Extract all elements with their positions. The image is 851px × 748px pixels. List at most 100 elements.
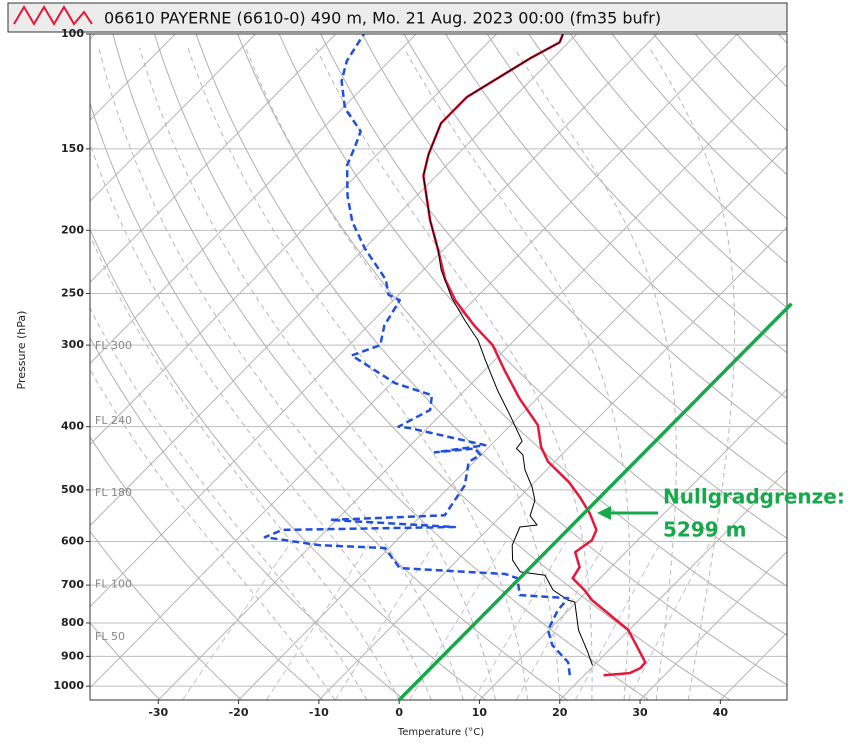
moist-adiabat xyxy=(98,47,464,700)
y-tick-label: 700 xyxy=(61,578,84,591)
chart-title: 06610 PAYERNE (6610-0) 490 m, Mo. 21 Aug… xyxy=(104,9,661,28)
annotation-text: 5299 m xyxy=(663,518,746,542)
profile-line xyxy=(422,34,593,666)
flight-level-label: FL 300 xyxy=(95,339,132,352)
dry-adiabat xyxy=(736,34,787,88)
dry-adiabat xyxy=(320,34,787,539)
y-tick-label: 900 xyxy=(61,649,84,662)
dry-adiabat xyxy=(528,34,787,309)
isotherm-grid-line xyxy=(398,307,787,700)
dry-adiabat xyxy=(653,34,787,176)
y-tick-label: 300 xyxy=(61,338,84,351)
moist-adiabat xyxy=(649,47,736,700)
background-lines xyxy=(0,34,851,700)
isotherm-grid-line xyxy=(90,34,256,202)
isotherm-grid-line xyxy=(90,34,417,365)
dry-adiabat xyxy=(820,34,851,700)
y-tick-label: 1000 xyxy=(53,679,84,692)
y-tick-label: 150 xyxy=(61,142,84,155)
flight-level-label: FL 180 xyxy=(95,486,132,499)
axes: 1001502002503004005006007008009001000-30… xyxy=(53,27,728,719)
profile-line xyxy=(422,34,647,677)
y-axis-label: Pressure (hPa) xyxy=(15,311,28,390)
mixing-ratio-line xyxy=(574,541,662,700)
isotherm-grid-line xyxy=(90,34,658,608)
isotherm-grid-line xyxy=(238,145,787,700)
moist-adiabat xyxy=(403,47,631,700)
moist-adiabat xyxy=(513,47,677,700)
dry-adiabat xyxy=(90,228,487,700)
flight-level-label: FL 50 xyxy=(95,630,125,643)
dry-adiabat xyxy=(445,34,787,400)
annotation-text: Nullgradgrenze: xyxy=(663,485,845,509)
dry-adiabat xyxy=(403,34,787,446)
mixing-ratio-line xyxy=(181,541,293,700)
dry-adiabat xyxy=(361,34,787,492)
dry-adiabat xyxy=(569,34,787,264)
dry-adiabat xyxy=(154,34,731,700)
dry-adiabat xyxy=(237,34,787,636)
mixing-ratio-line xyxy=(473,541,567,700)
x-tick-label: 20 xyxy=(552,706,568,719)
mixing-ratio-line xyxy=(515,541,607,700)
x-tick-label: 30 xyxy=(632,706,648,719)
dry-adiabat xyxy=(278,34,787,587)
plot-frame xyxy=(89,33,788,701)
title-icon xyxy=(13,5,93,26)
isotherm-grid-line xyxy=(719,631,787,700)
dry-adiabat xyxy=(778,34,787,44)
data-lines xyxy=(263,34,647,677)
mixing-ratio-line xyxy=(265,541,372,700)
y-tick-label: 400 xyxy=(61,420,84,433)
y-tick-label: 600 xyxy=(61,534,84,547)
y-tick-label: 800 xyxy=(61,616,84,629)
flight-level-label: FL 240 xyxy=(95,414,132,427)
freezing-annotation: Nullgradgrenze: 5299 m xyxy=(597,485,845,542)
moist-adiabat xyxy=(315,47,593,700)
dry-adiabat xyxy=(486,34,787,354)
x-tick-label: -30 xyxy=(148,706,168,719)
isotherm-grid-line xyxy=(90,34,497,446)
dry-adiabat xyxy=(90,530,242,700)
y-tick-label: 250 xyxy=(61,287,84,300)
x-tick-label: 40 xyxy=(713,706,729,719)
isotherm-grid-line xyxy=(0,34,15,700)
annotation-arrowhead xyxy=(597,506,611,520)
profile-line xyxy=(263,34,572,676)
moist-adiabat xyxy=(139,47,496,700)
flight-level-label: FL 100 xyxy=(95,577,132,590)
x-axis-label: Temperature (°C) xyxy=(397,727,484,738)
x-tick-label: -10 xyxy=(309,706,329,719)
isotherm-grid-line xyxy=(479,388,787,700)
dry-adiabat xyxy=(90,336,405,700)
isotherm-grid-line xyxy=(318,226,787,700)
y-tick-label: 100 xyxy=(61,27,84,40)
moist-adiabat xyxy=(90,142,432,700)
x-tick-label: 10 xyxy=(472,706,488,719)
moist-adiabat xyxy=(245,47,561,700)
moist-adiabat xyxy=(187,47,529,700)
x-tick-label: 0 xyxy=(395,706,403,719)
y-tick-label: 500 xyxy=(61,483,84,496)
isotherm-grid-line xyxy=(801,34,851,700)
mixing-ratio-line xyxy=(627,541,712,700)
isotherm-grid-line xyxy=(90,34,337,283)
isotherm-grid-line xyxy=(90,34,578,527)
x-tick-label: -20 xyxy=(229,706,249,719)
freezing-line xyxy=(397,302,793,702)
dry-adiabat xyxy=(611,34,787,220)
dry-adiabat xyxy=(90,436,324,700)
moist-adiabat xyxy=(90,307,368,700)
isotherm-grid-line xyxy=(559,469,787,700)
isotherm-grid-line xyxy=(639,550,787,700)
title-box xyxy=(7,2,788,33)
dry-adiabat xyxy=(195,34,787,686)
mixing-ratio-line xyxy=(334,541,437,700)
y-tick-label: 200 xyxy=(61,223,84,236)
dry-adiabat xyxy=(112,34,649,700)
dry-adiabat xyxy=(90,101,568,700)
isotherm-grid-line xyxy=(90,34,738,689)
moist-adiabat xyxy=(90,368,336,700)
